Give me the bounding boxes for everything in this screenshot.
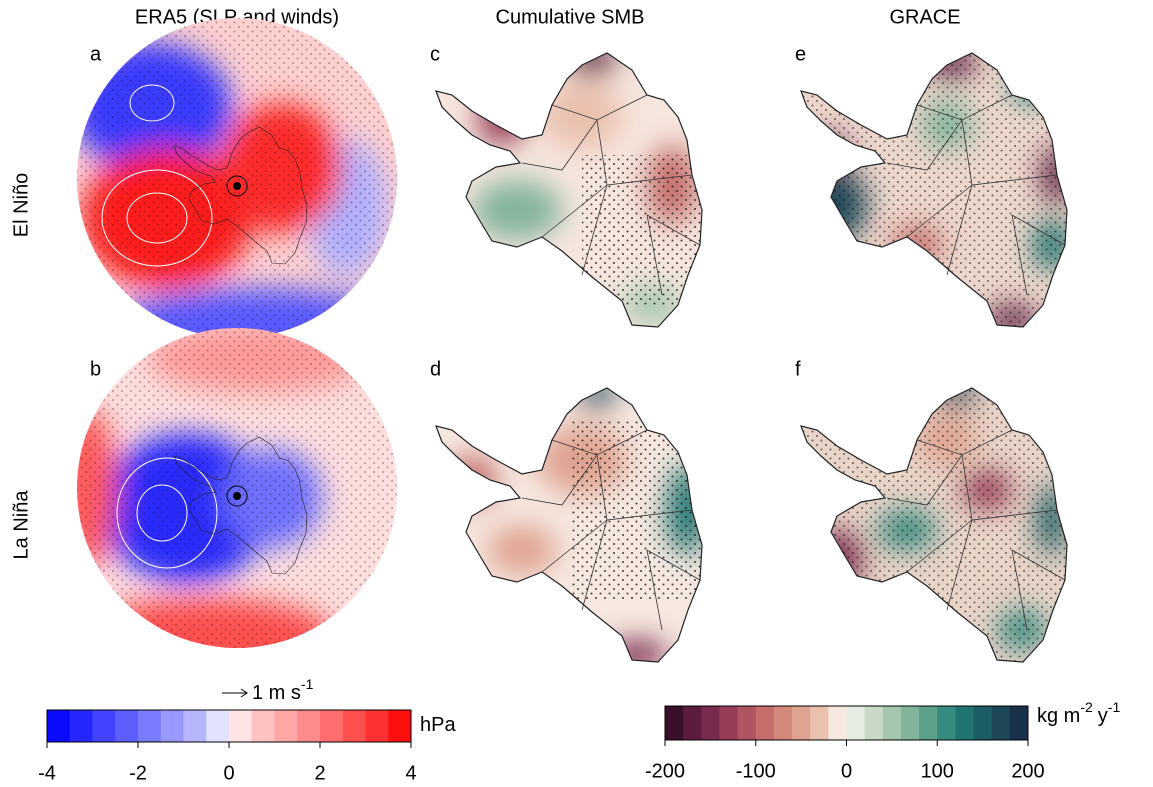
- unit-part: -2: [1080, 699, 1093, 715]
- colorbar-swatch: [810, 706, 829, 740]
- colorbar-swatch: [160, 710, 184, 742]
- row-label: El Niño: [10, 173, 32, 237]
- colorbar-swatch: [206, 710, 230, 742]
- slp-map: [77, 328, 397, 648]
- panel-letter: f: [795, 358, 801, 380]
- panel-letter: d: [430, 358, 441, 380]
- colorbar-swatch: [92, 710, 116, 742]
- colorbar-swatch: [737, 706, 757, 740]
- colorbar-swatch: [683, 706, 702, 740]
- row-label: La Niña: [10, 490, 32, 560]
- grace-map: [800, 52, 1068, 328]
- colorbar-tick-label: 0: [841, 760, 852, 782]
- colorbar-tick-label: -4: [38, 762, 56, 784]
- smb-map: [435, 52, 703, 328]
- colorbar-swatch: [828, 706, 847, 740]
- colorbar-swatch: [882, 706, 902, 740]
- panel-letter: b: [90, 358, 101, 380]
- panel-letter: a: [90, 43, 102, 65]
- colorbar-swatch: [320, 710, 344, 742]
- unit-part: kg m: [1037, 705, 1080, 727]
- colorbar-swatch: [937, 706, 956, 740]
- colorbar-tick-label: -100: [736, 760, 776, 782]
- colorbar-swatch: [973, 706, 993, 740]
- colorbar-swatch: [665, 706, 684, 740]
- colorbar-swatch: [115, 710, 139, 742]
- colorbar-swatch: [47, 710, 71, 742]
- colorbar: -4 -2 0 2 4 hPa: [38, 709, 456, 784]
- colorbar-swatch: [229, 710, 253, 742]
- colorbar-unit: hPa: [420, 714, 456, 736]
- grace-map: [800, 387, 1068, 663]
- panel-letter: c: [430, 43, 440, 65]
- column-title: ERA5 (SLP and winds): [135, 6, 339, 28]
- colorbar-tick-label: -2: [129, 762, 147, 784]
- colorbar-swatch: [342, 710, 366, 742]
- colorbar-tick-label: 100: [921, 760, 954, 782]
- colorbar-swatch: [792, 706, 811, 740]
- colorbar-swatch: [365, 710, 389, 742]
- colorbar-swatch: [846, 706, 866, 740]
- colorbar-swatch: [719, 706, 739, 740]
- colorbar-swatch: [1009, 706, 1029, 740]
- smb-map: [435, 387, 703, 663]
- colorbar-swatch: [755, 706, 775, 740]
- colorbar-swatch: [183, 710, 207, 742]
- reference-text: 1 m s: [252, 682, 301, 704]
- reference-arrowhead: [240, 688, 248, 698]
- slp-map: [77, 18, 397, 338]
- unit-part: hPa: [420, 714, 456, 736]
- colorbar-unit: kg m-2 y-1: [1037, 699, 1120, 728]
- colorbar-swatch: [900, 706, 920, 740]
- colorbar-swatch: [773, 706, 793, 740]
- colorbar-swatch: [955, 706, 975, 740]
- wind-reference: 1 m s-1: [222, 676, 314, 705]
- colorbar-swatch: [701, 706, 720, 740]
- colorbar: -200 -100 0 100 200 kg m-2 y-1: [645, 699, 1120, 783]
- column-title: Cumulative SMB: [496, 6, 645, 28]
- reference-exponent: -1: [301, 676, 314, 692]
- column-title: GRACE: [889, 6, 960, 28]
- colorbar-tick-label: 0: [223, 762, 234, 784]
- colorbar-swatch: [864, 706, 884, 740]
- colorbar-swatch: [69, 710, 93, 742]
- colorbar-swatch: [274, 710, 298, 742]
- unit-part: y: [1098, 705, 1108, 727]
- colorbar-tick-label: 4: [405, 762, 416, 784]
- unit-part: -1: [1108, 699, 1121, 715]
- colorbar-swatch: [138, 710, 162, 742]
- colorbar-swatch: [251, 710, 275, 742]
- colorbar-swatch: [388, 710, 412, 742]
- colorbar-tick-label: 2: [314, 762, 325, 784]
- panel-letter: e: [795, 43, 806, 65]
- colorbar-tick-label: -200: [645, 760, 685, 782]
- colorbar-swatch: [297, 710, 321, 742]
- colorbar-swatch: [919, 706, 938, 740]
- reference-label: 1 m s-1: [252, 676, 314, 705]
- colorbar-swatch: [991, 706, 1011, 740]
- colorbar-tick-label: 200: [1011, 760, 1044, 782]
